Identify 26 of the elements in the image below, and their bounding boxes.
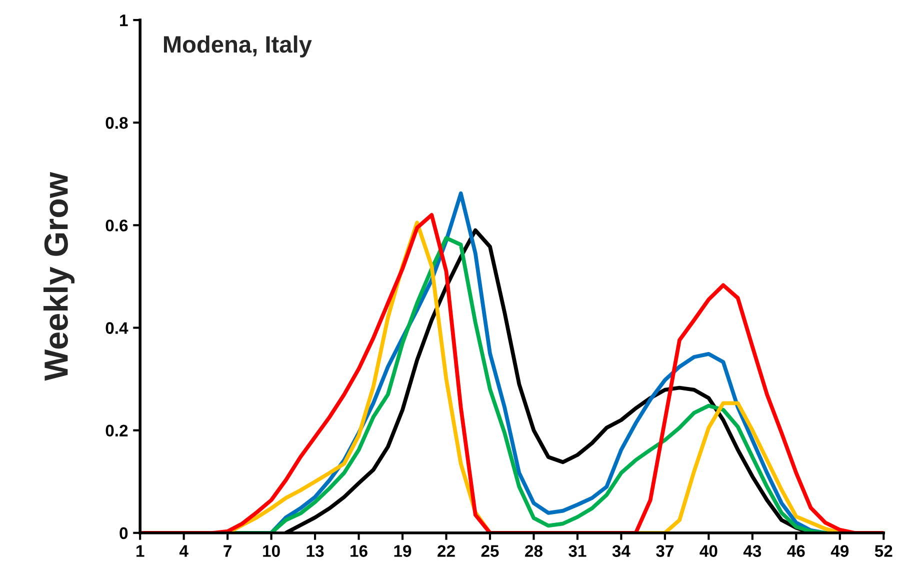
x-tick-label: 37	[656, 545, 674, 557]
x-tick-label: 4	[179, 545, 188, 557]
x-tick-label: 25	[481, 545, 499, 557]
x-tick-label: 7	[224, 545, 232, 557]
x-tick-label: 52	[874, 545, 892, 557]
x-tick-label: 40	[700, 545, 718, 557]
y-tick-label: 0.4	[106, 322, 128, 334]
annotation: Modena, Italy	[164, 35, 312, 58]
x-tick-label: 28	[525, 545, 542, 557]
x-tick-label: 13	[306, 545, 324, 557]
x-tick-label: 46	[787, 545, 805, 557]
y-tick-label: 0.8	[106, 117, 128, 129]
y-tick-label: 0.6	[106, 220, 128, 232]
x-tick-label: 34	[612, 545, 630, 557]
y-tick-label: 1	[120, 14, 128, 26]
y-tick-label: 0.2	[106, 424, 128, 437]
x-tick-label: 16	[350, 545, 368, 557]
y-axis-title: Weekly Grow	[43, 172, 75, 381]
y-tick-label: 0	[120, 527, 128, 540]
x-tick-label: 22	[438, 545, 455, 557]
x-tick-label: 10	[263, 545, 280, 557]
x-tick-label: 43	[743, 545, 762, 557]
x-tick-label: 31	[568, 545, 586, 557]
x-tick-label: 1	[136, 545, 144, 557]
x-tick-label: 49	[830, 545, 849, 557]
x-tick-label: 19	[394, 545, 412, 557]
